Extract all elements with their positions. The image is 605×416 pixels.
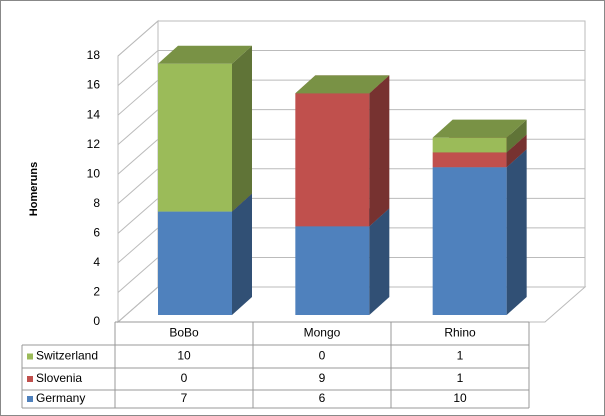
bar-top <box>432 119 527 138</box>
bar-front <box>158 211 232 315</box>
table-value: 10 <box>453 391 467 405</box>
y-tick-label: 0 <box>93 314 100 328</box>
bar-segment <box>158 45 252 212</box>
bar-front <box>158 63 232 212</box>
bar-segment <box>295 75 390 227</box>
bar-side <box>506 134 527 168</box>
table-value: 6 <box>319 391 326 405</box>
table-value: 0 <box>181 371 188 385</box>
bar-front <box>432 152 507 168</box>
legend-key <box>27 376 33 382</box>
table-value: 0 <box>319 349 326 363</box>
grid-line <box>117 20 585 57</box>
y-tick-label: 2 <box>93 285 100 299</box>
bar-top <box>158 45 252 64</box>
bar-front <box>295 226 370 315</box>
bar-side <box>506 119 527 153</box>
legend-label: Switzerland <box>36 349 98 363</box>
legend-label: Slovenia <box>36 371 82 385</box>
y-tick-label: 6 <box>93 226 100 240</box>
legend-key <box>27 396 33 402</box>
x-tick-label: BoBo <box>169 326 199 340</box>
x-tick-label: Mongo <box>304 326 341 340</box>
table-value: 1 <box>457 371 464 385</box>
grid-line <box>117 50 585 86</box>
legend-key <box>27 353 33 360</box>
bar-side <box>369 75 390 227</box>
bar-side <box>232 193 252 315</box>
bar-segment <box>295 208 390 315</box>
legend-label: Germany <box>36 391 85 405</box>
y-tick-label: 14 <box>87 107 101 121</box>
bar-front <box>432 137 507 153</box>
y-axis-label: Homeruns <box>28 162 40 216</box>
y-tick-label: 10 <box>87 166 101 180</box>
bar-front <box>295 93 370 227</box>
bar-segment <box>432 119 527 153</box>
bar-top <box>295 75 390 94</box>
table-value: 10 <box>177 349 191 363</box>
y-tick-label: 18 <box>87 48 101 62</box>
bar-side <box>506 149 527 315</box>
y-tick-label: 16 <box>87 78 101 92</box>
bar-side <box>232 45 252 212</box>
x-tick-label: Rhino <box>444 326 476 340</box>
bar-front <box>432 167 507 315</box>
bar-side <box>369 208 390 315</box>
bar-segment <box>432 149 527 315</box>
table-value: 1 <box>457 349 464 363</box>
y-tick-label: 8 <box>93 196 100 210</box>
bar-segment <box>158 193 252 315</box>
table-value: 9 <box>319 371 326 385</box>
y-tick-label: 4 <box>93 255 100 269</box>
y-tick-label: 12 <box>87 137 101 151</box>
bar-segment <box>295 75 390 94</box>
table-value: 7 <box>181 391 188 405</box>
